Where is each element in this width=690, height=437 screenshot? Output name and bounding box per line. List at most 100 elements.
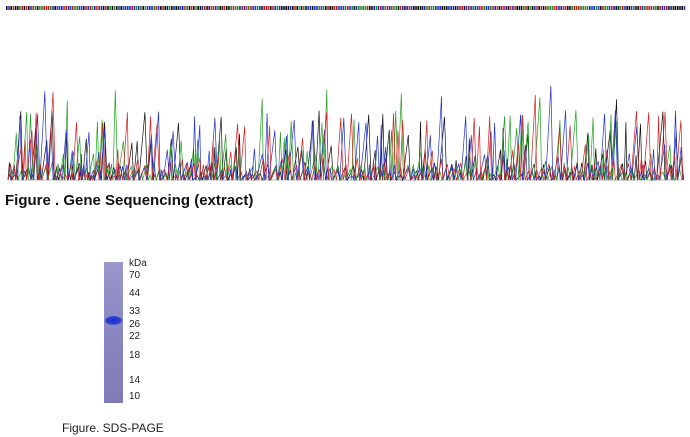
sequence-letter (677, 6, 679, 10)
sequence-letter (459, 6, 461, 10)
sequence-letter (50, 6, 52, 10)
sequence-letter (256, 6, 259, 10)
sequence-letter (430, 6, 433, 10)
sequence-letter (327, 6, 329, 10)
sequence-letter (465, 6, 468, 10)
sequence-letter (314, 6, 316, 10)
sequence-letter (298, 6, 301, 10)
sequence-letter (303, 6, 305, 10)
sequence-letter (542, 6, 545, 10)
sequence-letter (219, 6, 221, 10)
sequence-letter (448, 6, 450, 10)
sequence-letter (140, 6, 142, 10)
sequence-letter (72, 6, 74, 10)
sequence-letter (248, 6, 250, 10)
sequence-letter (217, 6, 219, 10)
sequence-letter (188, 6, 191, 10)
sequence-letter (622, 6, 624, 10)
sequence-letter (184, 6, 186, 10)
sequence-letter (17, 6, 19, 10)
sequence-letter (663, 6, 666, 10)
sequence-letter (351, 6, 353, 10)
marker-label: 18 (129, 350, 141, 361)
gel-lane (104, 262, 123, 403)
sequence-letter (404, 6, 406, 10)
sequence-letter (476, 6, 479, 10)
sequence-letter (421, 6, 424, 10)
sequence-letter (393, 6, 395, 10)
sequence-letter (410, 6, 413, 10)
sequence-letter (333, 6, 336, 10)
sequence-letter (630, 6, 633, 10)
sequence-letter (267, 6, 270, 10)
sequence-letter (424, 6, 426, 10)
sequence-letter (562, 6, 565, 10)
sequence-letter (446, 6, 448, 10)
sequence-letter (206, 6, 208, 10)
sequence-letter (681, 6, 683, 10)
sequence-letter (36, 6, 39, 10)
sequence-letter (56, 6, 59, 10)
sequence-letter (564, 6, 567, 10)
sequence-letter (639, 6, 642, 10)
sequence-letter (586, 6, 589, 10)
sequence-letter (228, 6, 230, 10)
sequence-letter (496, 6, 499, 10)
sequence-letter (485, 6, 488, 10)
sequence-letter (149, 6, 151, 10)
sequence-letter (593, 6, 595, 10)
sequence-letter (292, 6, 294, 10)
sequence-letter (355, 6, 358, 10)
sequence-letter (679, 6, 681, 10)
sequence-letter (474, 6, 477, 10)
sequence-letter (138, 6, 140, 10)
sequence-letter (210, 6, 213, 10)
sequence-letter (52, 6, 54, 10)
sequence-letter (492, 6, 494, 10)
sequence-letter (600, 6, 602, 10)
sequence-letter (435, 6, 437, 10)
sequence-letter (644, 6, 646, 10)
sequence-letter (454, 6, 457, 10)
sequence-letter (468, 6, 470, 10)
sequence-letter (102, 6, 105, 10)
sequence-letter (237, 6, 239, 10)
sequence-letter (316, 6, 318, 10)
sequence-letter (122, 6, 125, 10)
sequence-letter (285, 6, 287, 10)
sequence-letter (69, 6, 72, 10)
sequence-letter (151, 6, 153, 10)
sequence-letter (113, 6, 116, 10)
sequence-letter (287, 6, 290, 10)
sequence-letter (212, 6, 215, 10)
sequence-letter (683, 6, 686, 10)
sequence-letter (221, 6, 224, 10)
sequence-letter (263, 6, 265, 10)
marker-label: 26 (129, 319, 141, 330)
sequence-letter (54, 6, 56, 10)
sequence-letter (274, 6, 276, 10)
sequence-letter (276, 6, 279, 10)
sequence-letter (131, 6, 133, 10)
sequence-letter (245, 6, 248, 10)
sequence-letter (47, 6, 50, 10)
sequence-letter (322, 6, 325, 10)
sequence-letter (265, 6, 268, 10)
sequence-letter (294, 6, 296, 10)
sequence-letter (342, 6, 345, 10)
sequence-letter (520, 6, 523, 10)
marker-label: 33 (129, 306, 141, 317)
sequence-letter (391, 6, 393, 10)
sequence-letter (309, 6, 312, 10)
sequence-letter (135, 6, 138, 10)
sequence-letter (89, 6, 92, 10)
sequence-letter (556, 6, 558, 10)
sequence-letter (523, 6, 525, 10)
sequence-letter (661, 6, 664, 10)
sequence-letter (12, 6, 15, 10)
sequence-letter (65, 6, 67, 10)
sequence-letter (650, 6, 653, 10)
sequence-letter (595, 6, 598, 10)
sequence-letter (652, 6, 655, 10)
